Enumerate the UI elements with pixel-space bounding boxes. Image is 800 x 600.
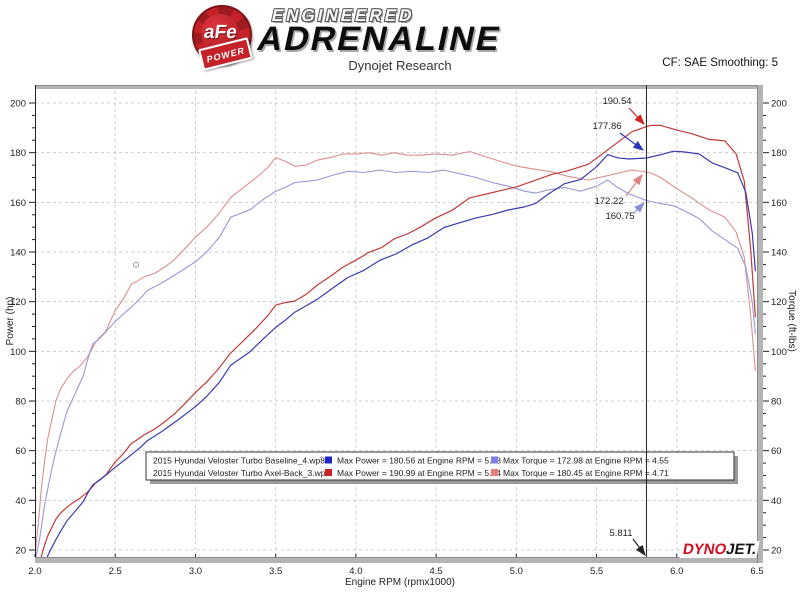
right-axis-title: Torque (ft-lbs) bbox=[786, 290, 797, 352]
legend-max-power: Max Power = 190.99 at Engine RPM = 5.84 bbox=[337, 468, 501, 478]
legend-max-torque: Max Torque = 172.98 at Engine RPM = 4.55 bbox=[503, 456, 669, 466]
right-axis-bar bbox=[757, 85, 763, 563]
annotation-arrow bbox=[619, 132, 644, 151]
chart-subtitle: Dynojet Research bbox=[348, 58, 452, 73]
annotation-value: 160.75 bbox=[605, 211, 634, 222]
bottom-tick-label: 6.0 bbox=[670, 566, 683, 577]
curve-axelback-torque bbox=[35, 150, 756, 556]
bottom-tick-label: 5.5 bbox=[590, 566, 603, 577]
left-tick-label: 160 bbox=[10, 198, 26, 209]
legend-power-swatch bbox=[325, 469, 332, 476]
bottom-tick-label: 6.5 bbox=[750, 566, 763, 577]
annotation-arrow bbox=[628, 107, 645, 125]
bottom-tick-label: 4.5 bbox=[430, 566, 443, 577]
curve-baseline-power bbox=[46, 150, 756, 557]
top-axis-bar bbox=[35, 85, 757, 89]
right-tick-label: 180 bbox=[771, 148, 787, 159]
legend-max-power: Max Power = 180.56 at Engine RPM = 5.98 bbox=[337, 456, 501, 466]
dynojet-logo-dyno: DYNO bbox=[681, 541, 728, 558]
annotation-value: 172.22 bbox=[594, 196, 623, 207]
afe-power-logo: aFe POWER bbox=[192, 5, 253, 71]
left-tick-label: 200 bbox=[10, 99, 26, 110]
legend-run-name: 2015 Hyundai Veloster Turbo Axel-Back_3.… bbox=[153, 468, 330, 478]
left-tick-label: 40 bbox=[15, 496, 26, 507]
legend-torque-swatch bbox=[491, 469, 498, 476]
curves-layer bbox=[35, 124, 756, 557]
ticks-layer: 200 200 180 180 160 160 140 140 120 120 100 100 80 80… bbox=[10, 99, 787, 578]
x-axis-title: Engine RPM (rpmx1000) bbox=[345, 577, 455, 588]
bottom-tick-label: 5.0 bbox=[510, 566, 523, 577]
annotation-arrow bbox=[633, 202, 645, 214]
bottom-axis-bar bbox=[35, 557, 757, 563]
right-tick-label: 40 bbox=[771, 496, 782, 507]
bottom-tick-label: 2.0 bbox=[28, 566, 41, 577]
legend-run-name: 2015 Hyundai Veloster Turbo Baseline_4.w… bbox=[153, 456, 325, 466]
grid-layer bbox=[35, 85, 757, 557]
right-tick-label: 60 bbox=[771, 446, 782, 457]
right-tick-label: 20 bbox=[771, 546, 782, 557]
legend-frame bbox=[145, 451, 735, 481]
left-tick-label: 140 bbox=[10, 248, 26, 259]
bottom-tick-label: 2.5 bbox=[109, 566, 122, 577]
left-tick-label: 80 bbox=[15, 397, 26, 408]
bottom-tick-label: 3.5 bbox=[269, 566, 282, 577]
right-tick-label: 160 bbox=[771, 198, 787, 209]
right-tick-label: 120 bbox=[771, 297, 787, 308]
bottom-tick-label: 4.0 bbox=[349, 566, 362, 577]
frame-layer bbox=[35, 85, 763, 563]
annotation-value: 190.54 bbox=[602, 96, 631, 107]
left-tick-label: 120 bbox=[10, 297, 26, 308]
left-tick-label: 60 bbox=[15, 446, 26, 457]
right-tick-label: 80 bbox=[771, 397, 782, 408]
dynojet-logo-jet: JET. bbox=[724, 541, 758, 558]
left-axis-title: Power (hp) bbox=[5, 297, 16, 346]
legend-power-swatch bbox=[325, 456, 332, 464]
curve-axelback-power bbox=[40, 124, 756, 557]
annotation-value: 5.811 bbox=[609, 528, 632, 539]
legend-max-torque: Max Torque = 180.45 at Engine RPM = 4.71 bbox=[503, 468, 669, 478]
left-tick-label: 100 bbox=[10, 347, 26, 358]
annotation-arrow bbox=[632, 538, 646, 556]
legend-torque-swatch bbox=[491, 456, 498, 464]
dynojet-logo: DYNOJET. bbox=[679, 541, 760, 558]
legend-box: 2015 Hyundai Veloster Turbo Baseline_4.w… bbox=[145, 451, 738, 484]
left-tick-label: 180 bbox=[10, 148, 26, 159]
right-tick-label: 140 bbox=[771, 248, 787, 259]
stray-data-marker bbox=[133, 261, 140, 268]
right-tick-label: 100 bbox=[771, 347, 787, 358]
left-tick-label: 20 bbox=[15, 546, 26, 557]
bottom-tick-label: 3.0 bbox=[189, 566, 202, 577]
annotation-arrow bbox=[625, 174, 643, 197]
right-tick-label: 200 bbox=[771, 99, 787, 110]
annotation-value: 177.86 bbox=[592, 121, 621, 132]
correction-factor-label: CF: SAE Smoothing: 5 bbox=[662, 57, 778, 69]
annotations-layer: 190.54 177.86 172.22 160.75 5.811 bbox=[592, 96, 646, 556]
curve-baseline-torque bbox=[35, 169, 756, 557]
